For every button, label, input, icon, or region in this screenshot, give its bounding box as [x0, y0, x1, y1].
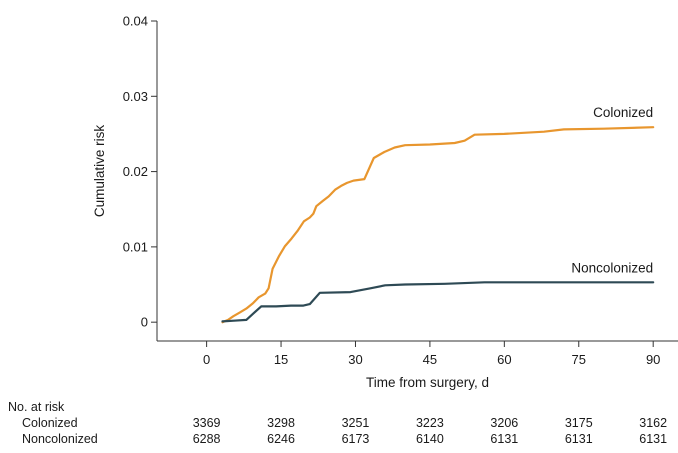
axes: 0 0.01 0.02 0.03 0.04 0 15 30 45 60 75 90	[123, 14, 678, 367]
risk-cell: 3175	[565, 416, 593, 430]
series-label-colonized: Colonized	[593, 105, 653, 120]
risk-cell: 6246	[267, 432, 295, 446]
x-axis-title: Time from surgery, d	[366, 375, 489, 390]
series-label-noncolonized: Noncolonized	[571, 260, 653, 275]
risk-table: No. at risk Colonized 3369 3298 3251 3223 3206…	[8, 400, 667, 446]
x-tick-label: 30	[348, 352, 362, 367]
y-tick-label: 0	[141, 315, 148, 330]
risk-cell: 3298	[267, 416, 295, 430]
series-lines	[221, 126, 655, 324]
x-tick-label: 15	[274, 352, 288, 367]
risk-cell: 6173	[342, 432, 370, 446]
series-labels: Colonized Noncolonized	[571, 105, 653, 275]
risk-cell: 3251	[342, 416, 370, 430]
risk-cell: 6131	[490, 432, 518, 446]
risk-cell: 6131	[565, 432, 593, 446]
x-tick-label: 90	[646, 352, 660, 367]
risk-row-label: Noncolonized	[22, 432, 98, 446]
series-line-noncolonized	[221, 281, 655, 323]
y-tick-label: 0.02	[123, 164, 148, 179]
x-tick-label: 45	[423, 352, 437, 367]
y-tick-label: 0.04	[123, 14, 148, 29]
risk-cell: 3369	[193, 416, 221, 430]
risk-cell: 3223	[416, 416, 444, 430]
series-line-colonized	[221, 126, 655, 324]
risk-cell: 6140	[416, 432, 444, 446]
risk-row-label: Colonized	[22, 416, 78, 430]
risk-cell: 6288	[193, 432, 221, 446]
x-tick-label: 75	[572, 352, 586, 367]
risk-cell: 6131	[639, 432, 667, 446]
x-tick-label: 60	[497, 352, 511, 367]
y-tick-label: 0.03	[123, 89, 148, 104]
x-tick-label: 0	[203, 352, 210, 367]
y-tick-label: 0.01	[123, 239, 148, 254]
y-axis-title: Cumulative risk	[92, 125, 107, 218]
risk-cell: 3162	[639, 416, 667, 430]
risk-table-header: No. at risk	[8, 400, 65, 414]
risk-cell: 3206	[490, 416, 518, 430]
